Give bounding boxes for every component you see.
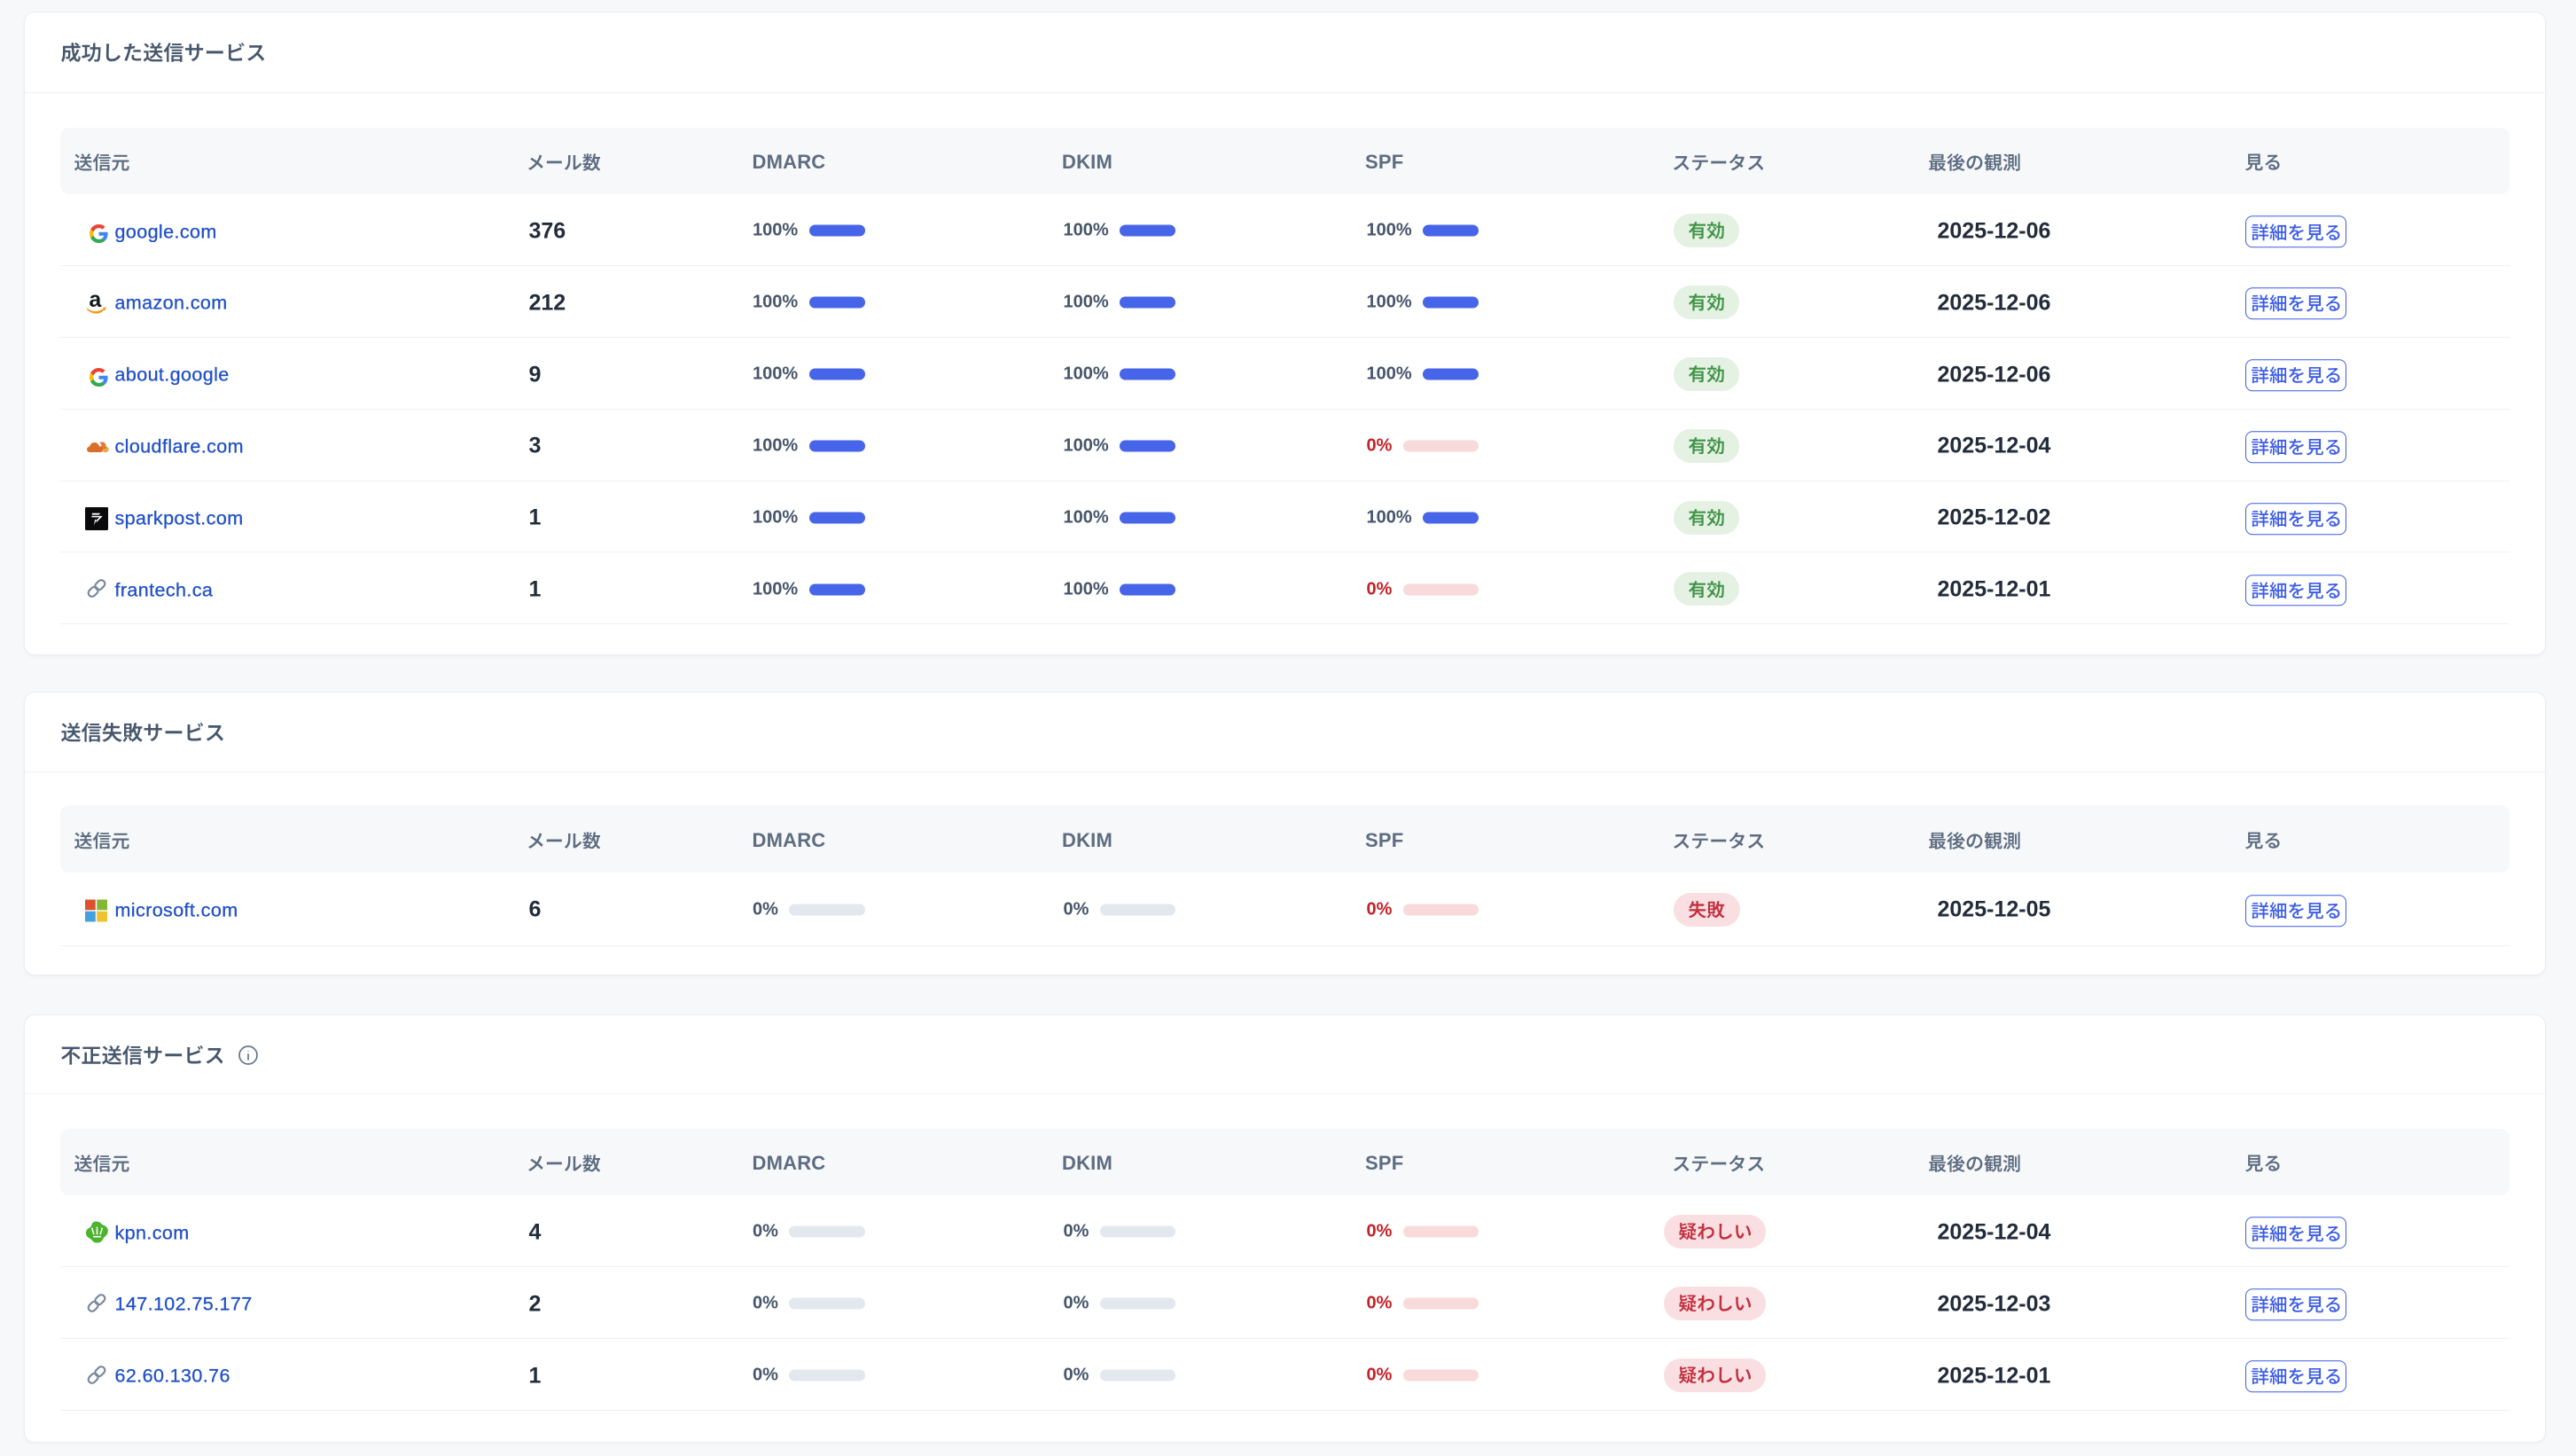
svg-text:a: a — [89, 292, 102, 312]
